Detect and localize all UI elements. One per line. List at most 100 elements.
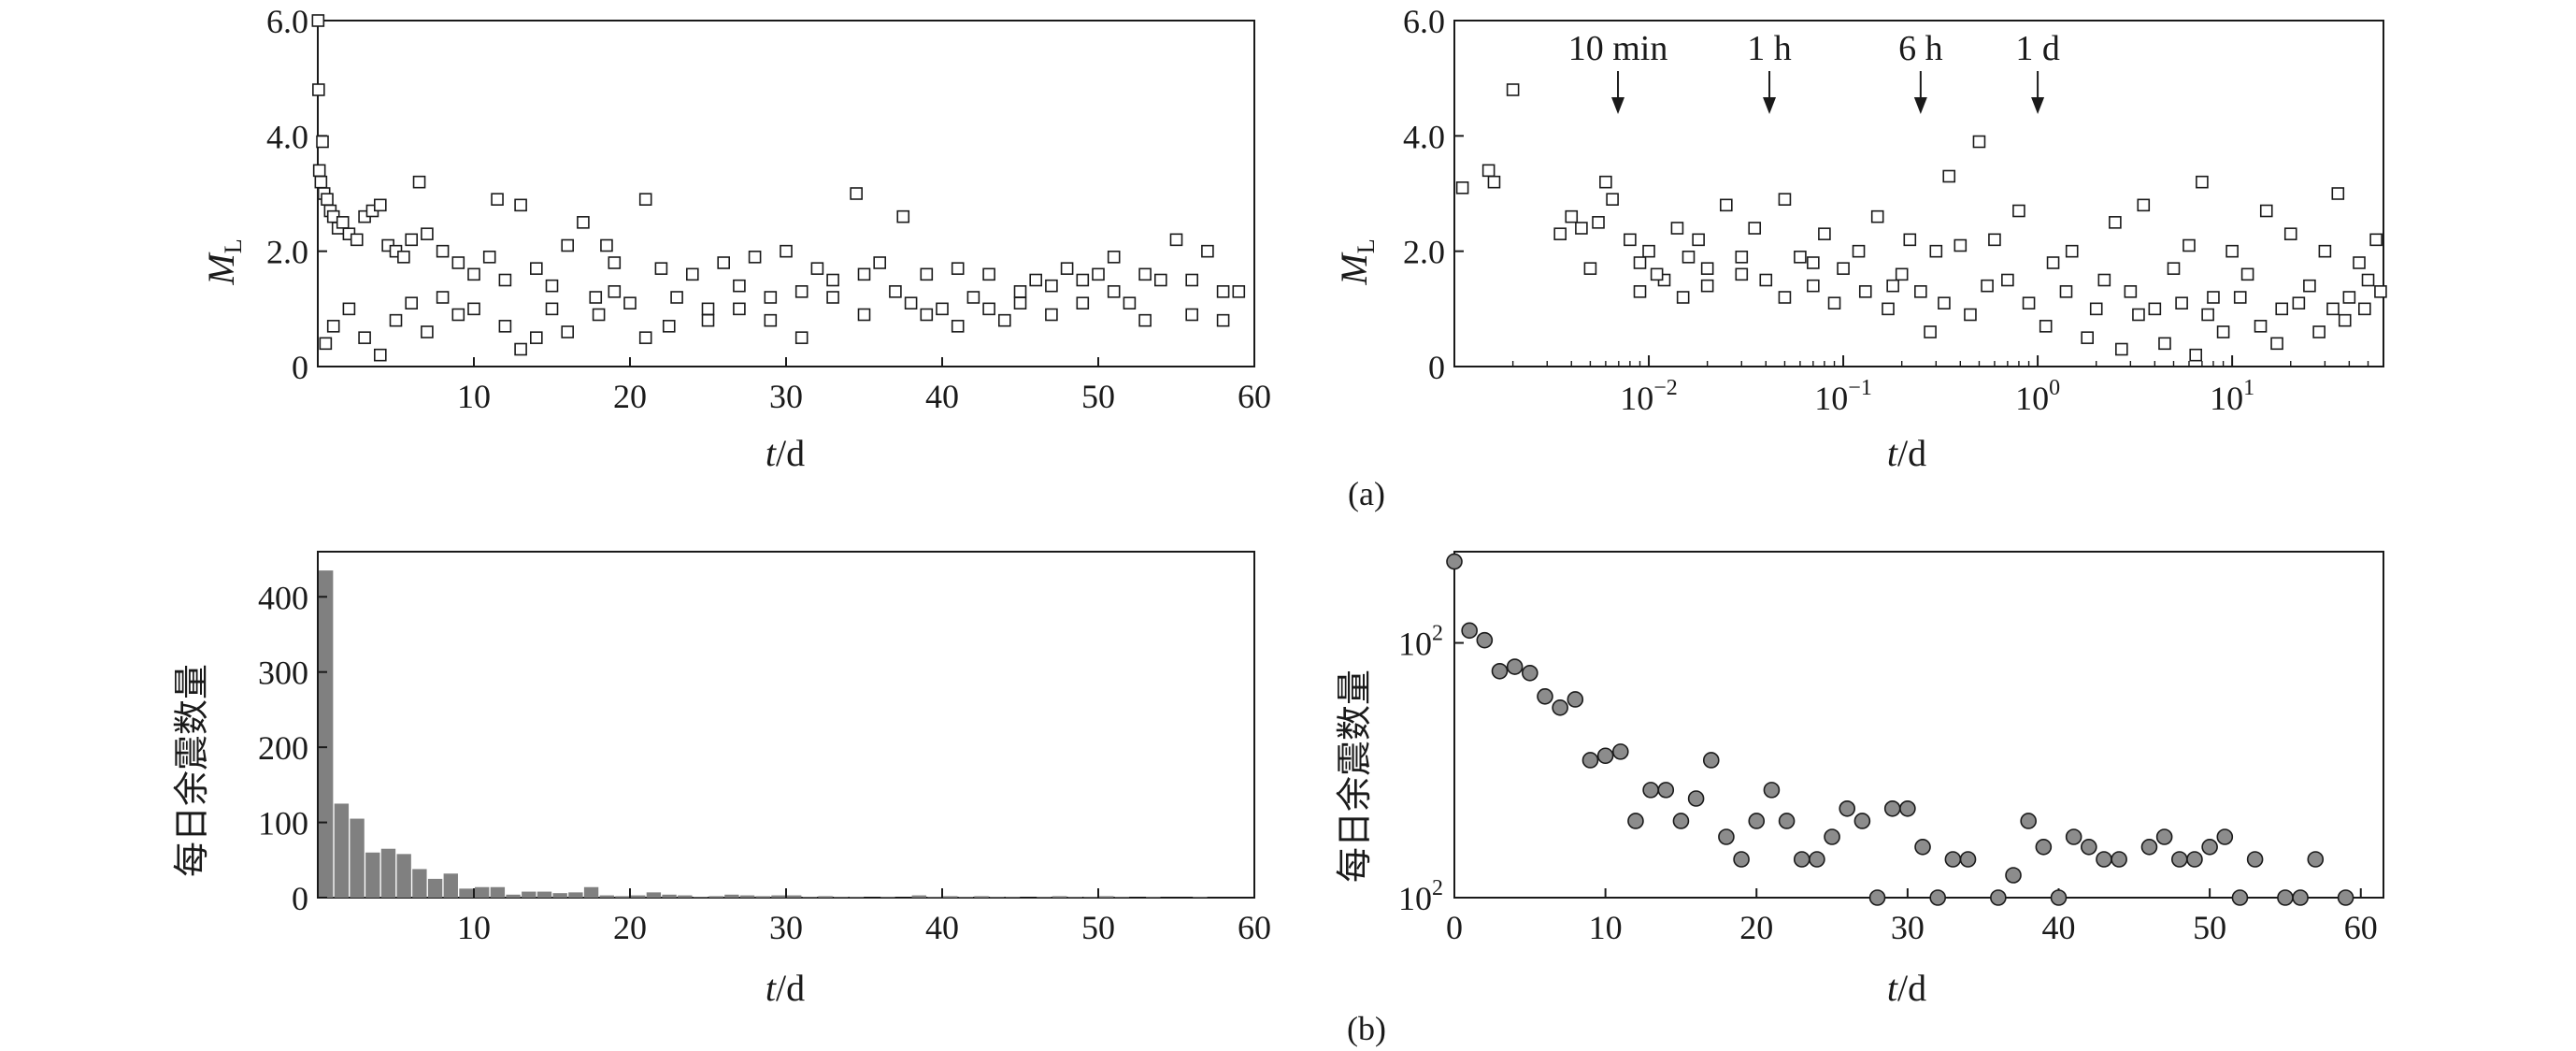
a-right-point [1583,262,1597,275]
b-left-bar [475,886,490,898]
a-left-point [1185,273,1198,287]
a-right-point [2175,296,2188,310]
a-right-point [2275,302,2289,316]
a-right-point [2065,244,2079,258]
a-right-point [1624,233,1637,247]
b-left-bar [678,895,693,898]
a-left-x-tick-label: 20 [613,378,647,415]
b-right-point [1506,658,1524,675]
a-left-point [592,308,606,322]
a-left-point [904,296,918,310]
a-left-point [1029,273,1042,287]
a-left-xlabel: t/d [766,432,805,474]
b-left-bar [787,895,802,898]
b-left-xlabel-var: t [766,967,777,1009]
b-left-bar [990,897,1005,898]
a-right-point [1858,285,1872,298]
a-left-point [529,262,543,275]
a-right-point [1903,233,1917,247]
a-left-xlabel-unit: /d [776,432,805,474]
a-left-point [467,302,480,316]
a-right-point [2240,267,2254,281]
b-left-bar [568,892,583,898]
b-right-point [1461,622,1478,640]
a-right-point [2338,313,2352,327]
a-left-point [826,273,839,287]
a-left-point [514,198,527,212]
a-left-point [467,267,480,281]
a-left-point [1076,273,1090,287]
a-right-point [2312,325,2326,338]
b-left-bar [1146,897,1161,898]
a-right-point [1670,222,1684,235]
b-left-bar [334,803,350,898]
a-left-point [1138,313,1152,327]
a-right-x-tick-label: 10−1 [1814,376,1872,417]
a-right-point [2201,308,2214,322]
b-right-point [1446,553,1463,570]
a-left-point [638,331,652,344]
a-left-point [662,320,676,333]
a-left-point [998,313,1011,327]
a-left-point [451,256,465,269]
a-right-point [1818,227,1831,240]
a-left-point [810,262,824,275]
a-left-point [451,308,465,322]
a-left-point [1013,296,1027,310]
a-left-point [951,320,965,333]
a-left-point [764,313,778,327]
b-left-bar [443,873,458,898]
a-right-point [1599,175,1612,189]
a-right-point [2216,325,2230,338]
a-left-point [1154,273,1167,287]
b-right-point [1567,691,1584,708]
b-left-bar [615,896,630,898]
a-left-point [421,325,434,338]
b-right-xlabel-unit: /d [1897,967,1926,1009]
b-left-bar [490,886,506,898]
a-right-point [2109,216,2122,229]
b-right-point [1824,828,1840,845]
a-left-point [1092,267,1105,281]
b-right-x-tick-label: 0 [1446,909,1463,946]
b-right-point [1552,699,1568,716]
a-right-point [2326,302,2340,316]
a-right-point [1506,83,1520,96]
a-left-point [936,302,949,316]
b-left-y-tick-label: 400 [258,579,308,616]
a-right-annotation-arrow-head [2031,97,2045,114]
b-left-y-tick-label: 0 [292,880,308,917]
a-left-point [780,244,793,258]
a-right-annotation-label: 6 h [1898,29,1943,68]
a-right-y-tick-label: 0 [1428,349,1445,386]
a-left-point [316,135,329,149]
a-left-point [514,342,527,356]
a-right-point [1914,285,1927,298]
a-right-point [1642,244,1655,258]
a-left-point [826,291,839,304]
a-right-annotation-arrow-head [1611,97,1625,114]
b-right-point [2292,889,2309,906]
b-right-point [1522,664,1538,682]
a-right-x-tick-label: 10−2 [1620,376,1678,417]
a-left-point [1060,262,1074,275]
a-right-point [2124,285,2138,298]
a-right-point [2167,262,2181,275]
a-left-xlabel-var: t [766,432,777,474]
b-right-point [1883,799,1901,817]
a-left-point [311,14,325,27]
a-left-x-tick-label: 60 [1238,378,1271,415]
a-right-point [1942,169,1956,183]
b-right-point [2065,828,2082,845]
a-left-point [873,256,887,269]
a-left-point [764,291,778,304]
b-left-bar [911,895,926,898]
b-right-ylabel: 每日余震数量 [1334,669,1375,883]
b-right-point [2005,867,2022,884]
b-left-bar [631,895,646,898]
b-left-bar [724,894,739,898]
b-left-x-tick-label: 30 [769,909,803,946]
a-left-point [561,325,575,338]
a-left-x-tick-label: 30 [769,378,803,415]
